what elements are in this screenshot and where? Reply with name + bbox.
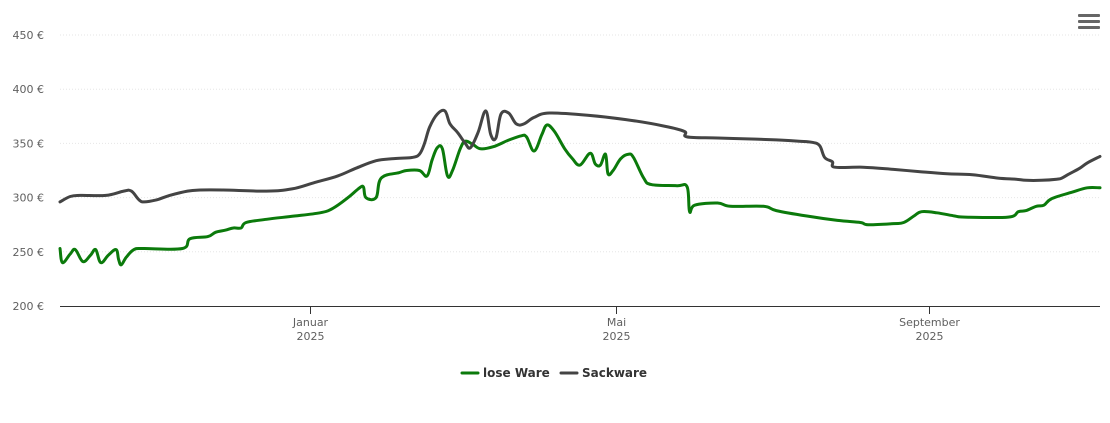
x-tick-label: Mai bbox=[607, 316, 626, 329]
legend-label: Sackware bbox=[582, 366, 647, 380]
y-tick-label: 350 € bbox=[13, 137, 45, 150]
legend-item-lose-ware[interactable]: lose Ware bbox=[460, 366, 550, 380]
hamburger-menu-icon[interactable] bbox=[1076, 12, 1102, 34]
y-tick-label: 200 € bbox=[13, 300, 45, 313]
y-axis: 200 € 250 € 300 € 350 € 400 € 450 € bbox=[13, 29, 45, 313]
x-tick-label: Januar bbox=[292, 316, 329, 329]
legend-item-sackware[interactable]: Sackware bbox=[559, 366, 647, 380]
legend-label: lose Ware bbox=[483, 366, 550, 380]
x-tick-year-label: 2025 bbox=[916, 330, 944, 343]
series-lines bbox=[58, 108, 1102, 267]
x-tick-year-label: 2025 bbox=[297, 330, 325, 343]
x-tick-year-label: 2025 bbox=[603, 330, 631, 343]
legend[interactable]: lose Ware Sackware bbox=[460, 366, 647, 380]
y-tick-label: 250 € bbox=[13, 246, 45, 259]
y-tick-label: 400 € bbox=[13, 83, 45, 96]
series-line-sackware[interactable] bbox=[58, 108, 1102, 204]
grid-lines bbox=[60, 34, 1100, 253]
x-tick-label: September bbox=[899, 316, 960, 329]
y-tick-label: 450 € bbox=[13, 29, 45, 42]
series-line-lose-ware[interactable] bbox=[58, 123, 1102, 267]
y-tick-label: 300 € bbox=[13, 192, 45, 205]
